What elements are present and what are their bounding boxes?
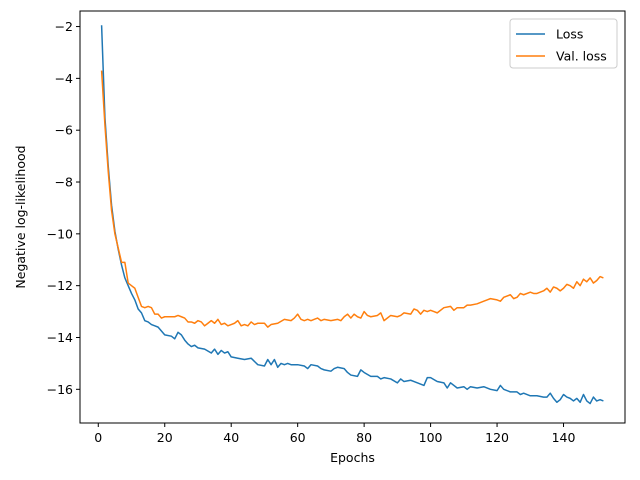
y-tick-label: −10 [47,226,73,241]
x-tick-label: 100 [419,430,443,445]
x-tick-label: 80 [356,430,372,445]
legend: Loss Val. loss [509,18,618,69]
x-tick-label: 0 [94,430,102,445]
y-tick-label: −14 [47,330,73,345]
x-tick-label: 120 [485,430,509,445]
plot-area [100,25,604,405]
y-tick-label: −8 [55,175,73,190]
x-tick-label: 20 [157,430,173,445]
legend-label-loss: Loss [556,27,583,42]
series-line-loss [100,25,604,405]
y-axis-ticks: −16 −14 −12 −10 −8 −6 −4 −2 [47,19,80,397]
x-tick-label: 140 [552,430,576,445]
y-tick-label: −6 [55,123,73,138]
series-line-val-loss [100,70,604,328]
y-tick-label: −12 [47,278,73,293]
y-tick-label: −4 [55,71,73,86]
x-tick-label: 60 [290,430,306,445]
y-tick-label: −2 [55,19,73,34]
y-axis-label: Negative log-likelihood [13,145,28,288]
y-tick-label: −16 [47,382,73,397]
legend-label-val-loss: Val. loss [556,49,607,64]
x-tick-label: 40 [223,430,239,445]
axes-frame [79,10,626,424]
x-axis-ticks: 0 20 40 60 80 100 120 140 [94,423,575,445]
x-axis-label: Epochs [330,450,375,465]
